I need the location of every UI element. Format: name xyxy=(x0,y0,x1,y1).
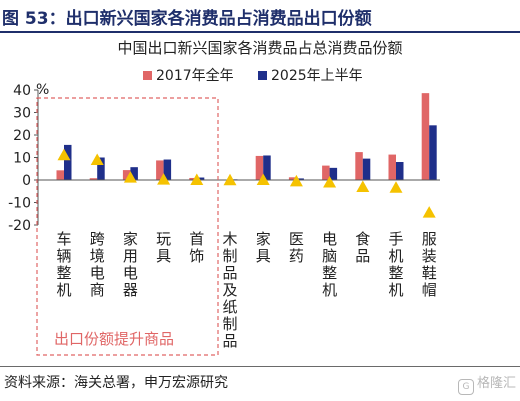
y-unit-label: % xyxy=(36,82,49,98)
bar-2025h1-9 xyxy=(362,158,371,180)
y-tick-label-10: 10 xyxy=(13,151,31,167)
triangle-marker-8 xyxy=(323,176,337,188)
bar-2017-11 xyxy=(421,93,430,180)
category-label-4: 首饰 xyxy=(189,230,204,265)
triangle-marker-7 xyxy=(289,174,303,187)
annotation-box xyxy=(36,97,219,356)
y-tick-label--20: -20 xyxy=(8,218,31,234)
bar-2025h1-7 xyxy=(296,178,304,180)
bar-2025h1-11 xyxy=(429,125,437,180)
category-label-8: 电脑整机 xyxy=(322,230,337,299)
y-tick-label-20: 20 xyxy=(13,128,31,144)
category-label-7: 医药 xyxy=(289,230,304,265)
triangle-marker-10 xyxy=(389,181,403,193)
chart-title: 中国出口新兴国家各消费品占总消费品份额 xyxy=(117,39,402,57)
triangle-marker-11 xyxy=(422,206,436,218)
bar-2025h1-6 xyxy=(263,155,271,180)
bar-2017-8 xyxy=(322,165,330,180)
triangle-marker-3 xyxy=(157,173,171,185)
bar-2025h1-8 xyxy=(329,167,338,180)
bar-2017-6 xyxy=(255,155,264,180)
source-note: 资料来源：海关总署，申万宏源研究 xyxy=(4,375,228,391)
bar-2025h1-2 xyxy=(130,167,138,180)
category-label-5: 木制品及纸制品 xyxy=(222,230,237,350)
category-label-11: 服装鞋帽 xyxy=(422,230,437,299)
bar-2017-10 xyxy=(388,154,396,180)
bar-2025h1-0 xyxy=(64,144,72,180)
triangle-marker-4 xyxy=(190,173,204,186)
bar-2025h1-10 xyxy=(396,162,404,180)
y-tick-label-30: 30 xyxy=(13,106,31,122)
legend-swatch-1 xyxy=(258,71,267,80)
bar-2017-7 xyxy=(288,177,297,180)
bar-2017-1 xyxy=(89,178,98,180)
header-rule xyxy=(0,31,520,33)
chart: 中国出口新兴国家各消费品占总消费品份额 2017年全年 2025年上半年% -20 -1… xyxy=(8,39,440,356)
category-label-1: 跨境电商 xyxy=(90,230,105,299)
bar-2025h1-3 xyxy=(163,159,172,180)
bar-2017-0 xyxy=(56,170,64,180)
legend-swatch-0 xyxy=(143,71,152,80)
triangle-marker-6 xyxy=(256,173,270,186)
bar-2017-4 xyxy=(189,177,197,180)
footer-rule xyxy=(0,366,520,367)
category-label-10: 手机整机 xyxy=(388,230,403,299)
watermark-logo-icon: G xyxy=(457,379,474,395)
triangle-marker-1 xyxy=(90,153,104,166)
category-label-0: 车辆整机 xyxy=(56,230,71,299)
bar-2025h1-4 xyxy=(196,177,205,180)
bar-2017-3 xyxy=(156,160,164,180)
triangle-marker-0 xyxy=(57,148,71,161)
legend-label-0: 2017年全年 xyxy=(156,67,234,84)
triangle-marker-2 xyxy=(123,171,137,183)
category-label-9: 食品 xyxy=(355,230,370,265)
annotation-label: 出口份额提升商品 xyxy=(54,330,174,348)
figure-header: 图 53：出口新兴国家各消费品占消费品出口份额 xyxy=(0,0,520,34)
y-tick-label--10: -10 xyxy=(8,196,31,212)
category-label-6: 家具 xyxy=(256,230,271,265)
category-label-2: 家用电器 xyxy=(123,230,138,299)
bar-2017-9 xyxy=(355,152,363,180)
bar-2017-2 xyxy=(122,170,131,180)
figure-title: 图 53：出口新兴国家各消费品占消费品出口份额 xyxy=(2,9,372,29)
category-label-3: 玩具 xyxy=(156,230,171,265)
watermark-text: 格隆汇 xyxy=(476,376,516,391)
triangle-marker-5 xyxy=(223,173,237,186)
y-tick-label-40: 40 xyxy=(13,83,31,99)
triangle-marker-9 xyxy=(356,180,370,193)
y-tick-label-0: 0 xyxy=(22,173,31,189)
legend-label-1: 2025年上半年 xyxy=(271,68,363,84)
bar-2025h1-1 xyxy=(97,157,105,180)
watermark: G 格隆汇 xyxy=(457,372,516,395)
